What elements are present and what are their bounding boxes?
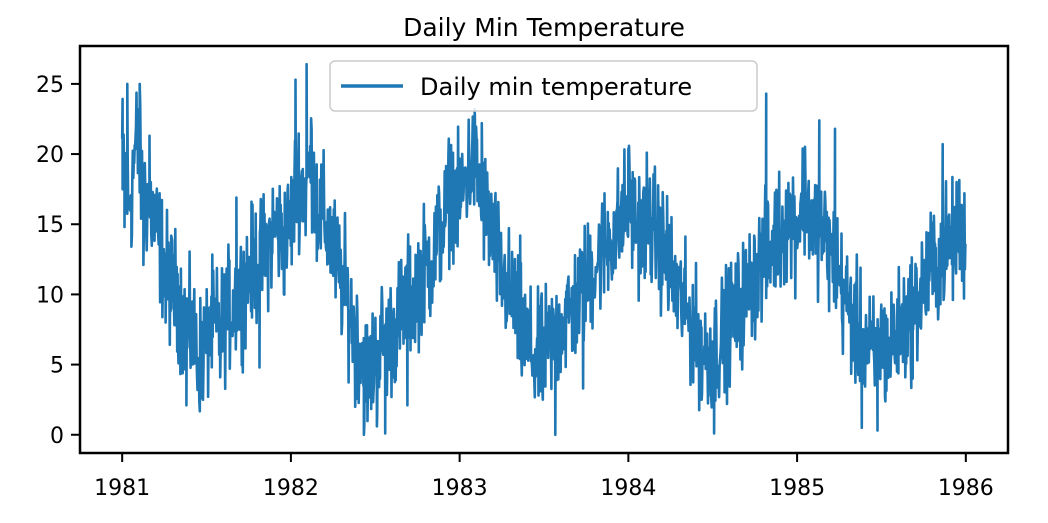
series-line-daily-min-temperature bbox=[120, 62, 967, 437]
x-tick-label: 1982 bbox=[263, 476, 319, 501]
chart-title: Daily Min Temperature bbox=[403, 13, 685, 42]
x-tick-label: 1984 bbox=[600, 476, 656, 501]
y-tick-label: 20 bbox=[36, 143, 64, 168]
legend-label-daily-min-temperature: Daily min temperature bbox=[420, 73, 692, 101]
x-axis: 1981 1982 1983 1984 1985 1986 bbox=[94, 453, 994, 501]
x-tick-label: 1983 bbox=[432, 476, 488, 501]
y-tick-label: 25 bbox=[36, 73, 64, 98]
series-layer bbox=[120, 62, 967, 437]
legend: Daily min temperature bbox=[329, 60, 758, 112]
legend-box bbox=[329, 60, 758, 112]
y-tick-label: 15 bbox=[36, 213, 64, 238]
y-axis: 0 5 10 15 20 25 bbox=[36, 73, 80, 449]
x-tick-label: 1985 bbox=[769, 476, 825, 501]
plot-area bbox=[120, 62, 967, 437]
axes-frame bbox=[78, 44, 1010, 455]
x-tick-label: 1981 bbox=[94, 476, 150, 501]
x-tick-label: 1986 bbox=[938, 476, 994, 501]
y-tick-label: 5 bbox=[50, 354, 64, 379]
y-tick-label: 10 bbox=[36, 283, 64, 308]
y-tick-label: 0 bbox=[50, 424, 64, 449]
